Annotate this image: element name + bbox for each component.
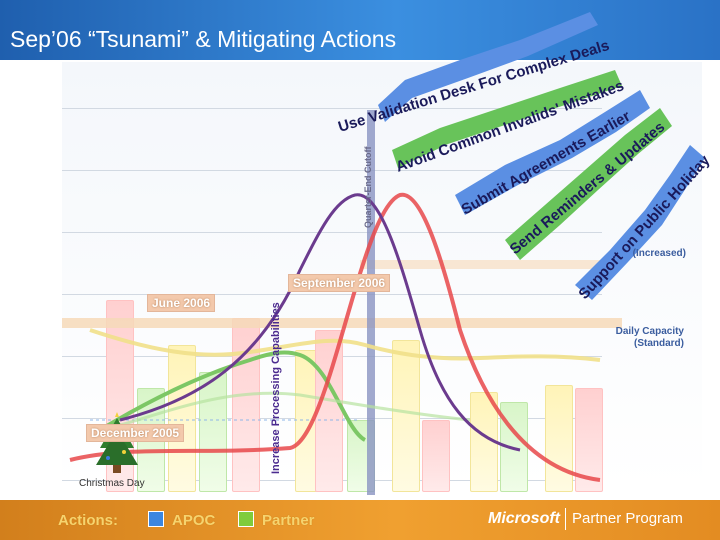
increased-capacity-band [360,260,620,269]
legend-partner-label: Partner [262,512,315,529]
grid-line [62,294,602,295]
month-label-june: June 2006 [147,294,216,312]
volume-bar [422,420,450,492]
grid-line [62,232,602,233]
arrow-holiday-support [575,145,705,300]
footer-separator [565,508,566,530]
cutoff-label: Quarter-End Cutoff [363,146,373,229]
volume-bar [168,345,196,492]
cutoff-line [367,110,375,495]
yellow-curve [89,328,601,362]
partner-program-label: Partner Program [572,510,683,527]
grid-line [62,170,602,171]
legend-apoc-swatch [148,511,164,527]
slide-title: Sep’06 “Tsunami” & Mitigating Actions [10,26,397,52]
footer-bar [0,500,720,540]
standard-capacity-label-line1: Daily Capacity [615,326,684,337]
green-base-curve [99,391,471,432]
legend-apoc-label: APOC [172,512,216,529]
increased-capacity-label: (Increased) [632,248,686,259]
volume-bar [392,340,420,492]
purple-curve [119,193,521,452]
standard-capacity-band [62,318,622,328]
standard-capacity-label-line2: (Standard) [634,338,684,349]
header-bar: Sep’06 “Tsunami” & Mitigating Actions [0,0,720,60]
legend-actions-label: Actions: [58,512,118,529]
green-curve [98,350,367,442]
legend-partner-swatch [238,511,254,527]
month-label-december: December 2005 [86,424,185,442]
arrow-validation-desk [378,12,598,122]
action-arrows [378,12,705,300]
capacity-axis-label: Increase Processing Capabilities [270,302,282,474]
grid-line [62,108,602,109]
arrow-send-reminders [505,108,672,260]
arrow-submit-earlier [455,90,650,215]
header-background [0,0,720,60]
christmas-day-label: Christmas Day [79,478,145,489]
volume-bar [232,318,260,492]
month-label-september: September 2006 [288,274,391,292]
arrow-avoid-invalids [392,70,622,168]
microsoft-logo: Microsoft [488,510,560,527]
volume-bar [545,385,573,492]
red-tsunami-curve [69,192,601,482]
